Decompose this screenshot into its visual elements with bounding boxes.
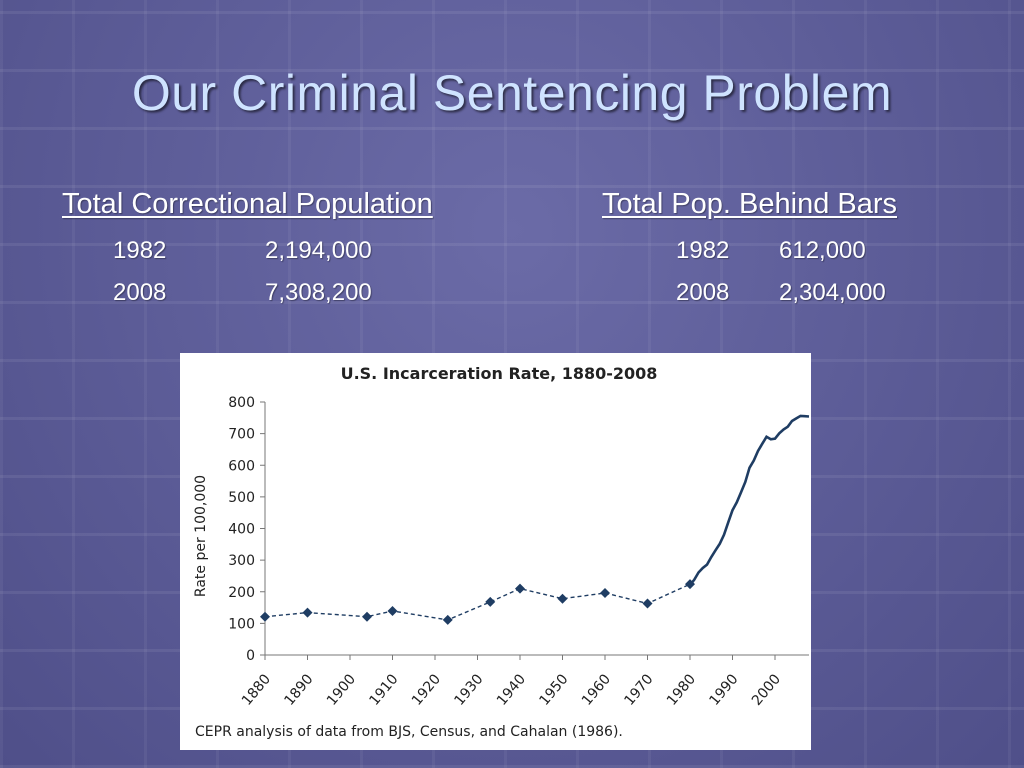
x-tick-label-1960: 1960	[579, 671, 614, 709]
x-tick-label-1980: 1980	[664, 671, 699, 709]
data-point-1940	[515, 583, 525, 594]
y-axis-label: Rate per 100,000	[193, 475, 209, 597]
chart-axes: 0 100 200 300 400 500 600 700 800 1880 1890 1900 191…	[228, 395, 809, 709]
x-tick-label-1890: 1890	[281, 671, 316, 709]
behind-bars-value-1982: 612,000	[779, 237, 866, 264]
y-tick-label-0: 0	[246, 648, 255, 664]
slide-title: Our Criminal Sentencing Problem	[131, 65, 893, 121]
x-tick-label-1940: 1940	[494, 671, 529, 709]
x-tick-label-1950: 1950	[536, 671, 571, 709]
y-tick-label-700: 700	[228, 427, 255, 443]
data-point-1923	[442, 614, 453, 625]
series-line-1	[688, 414, 810, 586]
chart-title: U.S. Incarceration Rate, 1880-2008	[341, 364, 658, 383]
chart-data-layer	[260, 414, 810, 625]
correctional-value-2008: 7,308,200	[265, 279, 372, 306]
incarceration-chart: U.S. Incarceration Rate, 1880-2008 Rate …	[180, 353, 811, 750]
data-point-1960	[600, 588, 610, 599]
x-tick-label-1900: 1900	[324, 671, 359, 709]
behind-bars-year-1982: 1982	[676, 237, 730, 264]
data-point-1950	[557, 593, 568, 604]
chart-canvas: U.S. Incarceration Rate, 1880-2008 Rate …	[193, 364, 810, 740]
y-tick-label-600: 600	[228, 458, 255, 474]
data-point-1890	[302, 607, 313, 618]
behind-bars-year-2008: 2008	[676, 279, 730, 306]
data-point-1970	[642, 598, 653, 609]
data-point-1910	[387, 606, 398, 617]
x-tick-label-1880: 1880	[239, 671, 274, 709]
x-tick-label-1990: 1990	[706, 671, 741, 709]
correctional-year-2008: 2008	[113, 279, 167, 306]
behind-bars-value-2008: 2,304,000	[779, 279, 886, 306]
x-tick-label-1920: 1920	[409, 671, 444, 709]
x-tick-label-1910: 1910	[366, 671, 401, 709]
y-tick-label-800: 800	[228, 395, 255, 411]
y-tick-label-500: 500	[228, 490, 255, 506]
y-tick-label-200: 200	[228, 585, 255, 601]
behind-bars-heading: Total Pop. Behind Bars	[602, 188, 898, 220]
correctional-population-heading: Total Correctional Population	[62, 188, 433, 220]
x-tick-label-1930: 1930	[451, 671, 486, 709]
series-line-0	[264, 583, 691, 621]
source-note: CEPR analysis of data from BJS, Census, …	[195, 724, 623, 740]
x-tick-label-1970: 1970	[621, 671, 656, 709]
data-point-1880	[260, 611, 270, 622]
data-point-1904	[362, 611, 372, 622]
x-tick-label-2000: 2000	[749, 671, 784, 709]
y-tick-label-100: 100	[228, 616, 255, 632]
data-point-1933	[485, 596, 496, 607]
correctional-year-1982: 1982	[113, 237, 167, 264]
y-tick-label-400: 400	[228, 522, 255, 538]
y-tick-label-300: 300	[228, 553, 255, 569]
correctional-value-1982: 2,194,000	[265, 237, 372, 264]
